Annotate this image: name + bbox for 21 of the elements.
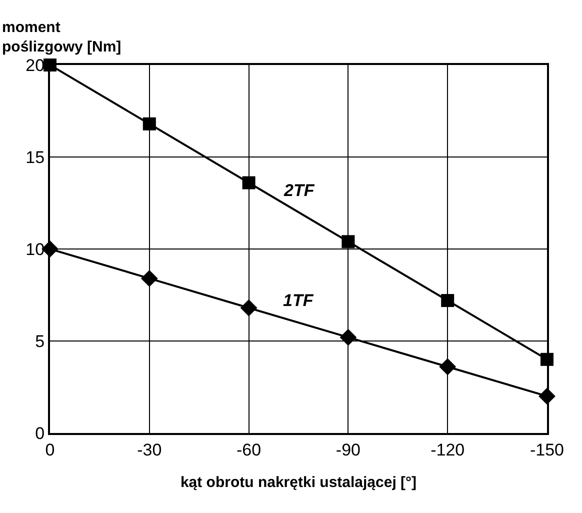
x-axis-title: kąt obrotu nakrętki ustalającej [°] <box>180 474 417 491</box>
y-axis-title: moment poślizgowy [Nm] <box>2 19 122 56</box>
point <box>240 299 258 316</box>
y-tick-label: 0 <box>35 424 45 443</box>
point <box>242 176 256 190</box>
point <box>441 294 454 308</box>
point <box>439 358 456 376</box>
y-tick-label: 5 <box>35 332 45 351</box>
x-tick-label: -120 <box>430 440 465 460</box>
x-tick-label: -60 <box>236 440 262 460</box>
y-tick-label: 20 <box>26 56 45 75</box>
x-tick-label: -30 <box>137 440 162 460</box>
x-tick-label: -90 <box>336 440 360 460</box>
y-tick-label: 15 <box>26 148 45 167</box>
series-label: 2TF <box>283 181 315 200</box>
point <box>142 117 156 130</box>
x-tick-label: -150 <box>530 440 564 460</box>
point <box>340 328 357 346</box>
series-label: 1TF <box>283 291 314 310</box>
point <box>342 235 355 248</box>
point <box>140 270 158 287</box>
